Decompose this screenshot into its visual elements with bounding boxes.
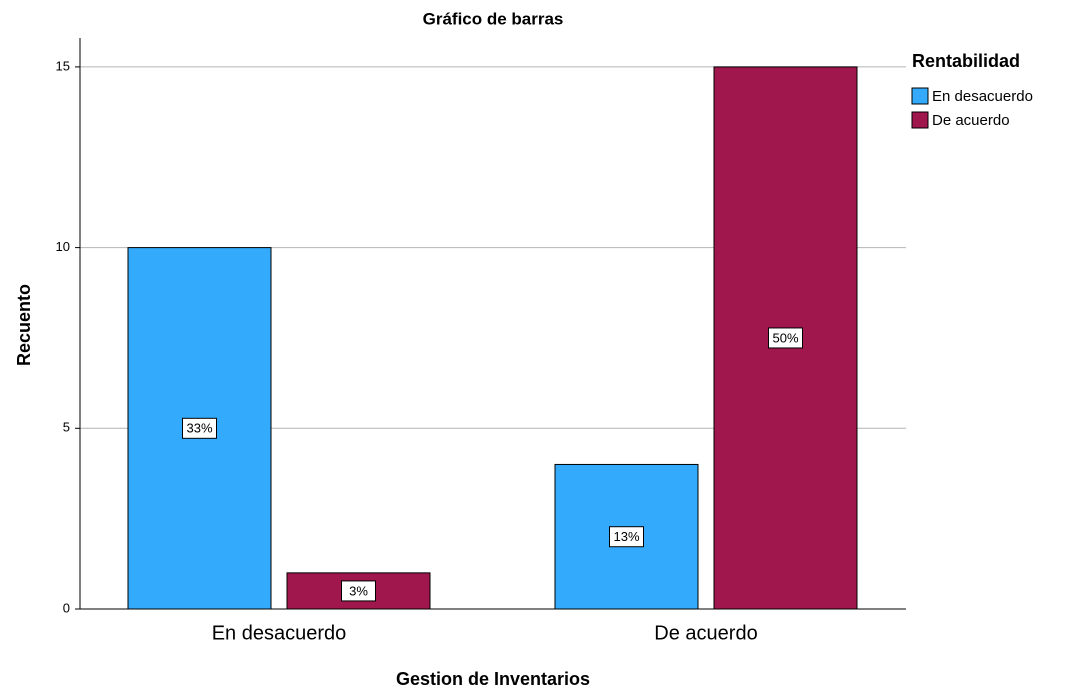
legend-label: De acuerdo bbox=[932, 112, 1010, 129]
value-label: 13% bbox=[613, 529, 639, 544]
y-tick-label: 5 bbox=[63, 420, 70, 435]
legend-swatch bbox=[911, 111, 929, 129]
value-label: 3% bbox=[349, 583, 368, 598]
y-tick-label: 0 bbox=[63, 600, 70, 615]
legend-label: En desacuerdo bbox=[932, 88, 1033, 105]
value-label-box bbox=[182, 417, 217, 439]
value-label-box bbox=[768, 327, 803, 349]
x-tick-label: En desacuerdo bbox=[212, 622, 347, 644]
value-label: 33% bbox=[186, 421, 212, 436]
chart-title: Gráfico de barras bbox=[423, 9, 564, 28]
x-tick-label: De acuerdo bbox=[654, 622, 757, 644]
value-label-box bbox=[341, 580, 376, 602]
y-tick-label: 10 bbox=[56, 239, 70, 254]
legend-swatch bbox=[911, 87, 929, 105]
legend-title: Rentabilidad bbox=[912, 51, 1020, 71]
y-tick-label: 15 bbox=[56, 58, 70, 73]
y-axis-label: Recuento bbox=[14, 284, 34, 366]
x-axis-label: Gestion de Inventarios bbox=[396, 669, 590, 689]
value-label: 50% bbox=[772, 330, 798, 345]
value-label-box bbox=[609, 526, 644, 548]
